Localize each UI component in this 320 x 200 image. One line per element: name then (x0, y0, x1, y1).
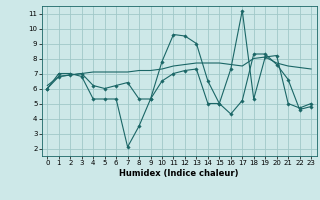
X-axis label: Humidex (Indice chaleur): Humidex (Indice chaleur) (119, 169, 239, 178)
